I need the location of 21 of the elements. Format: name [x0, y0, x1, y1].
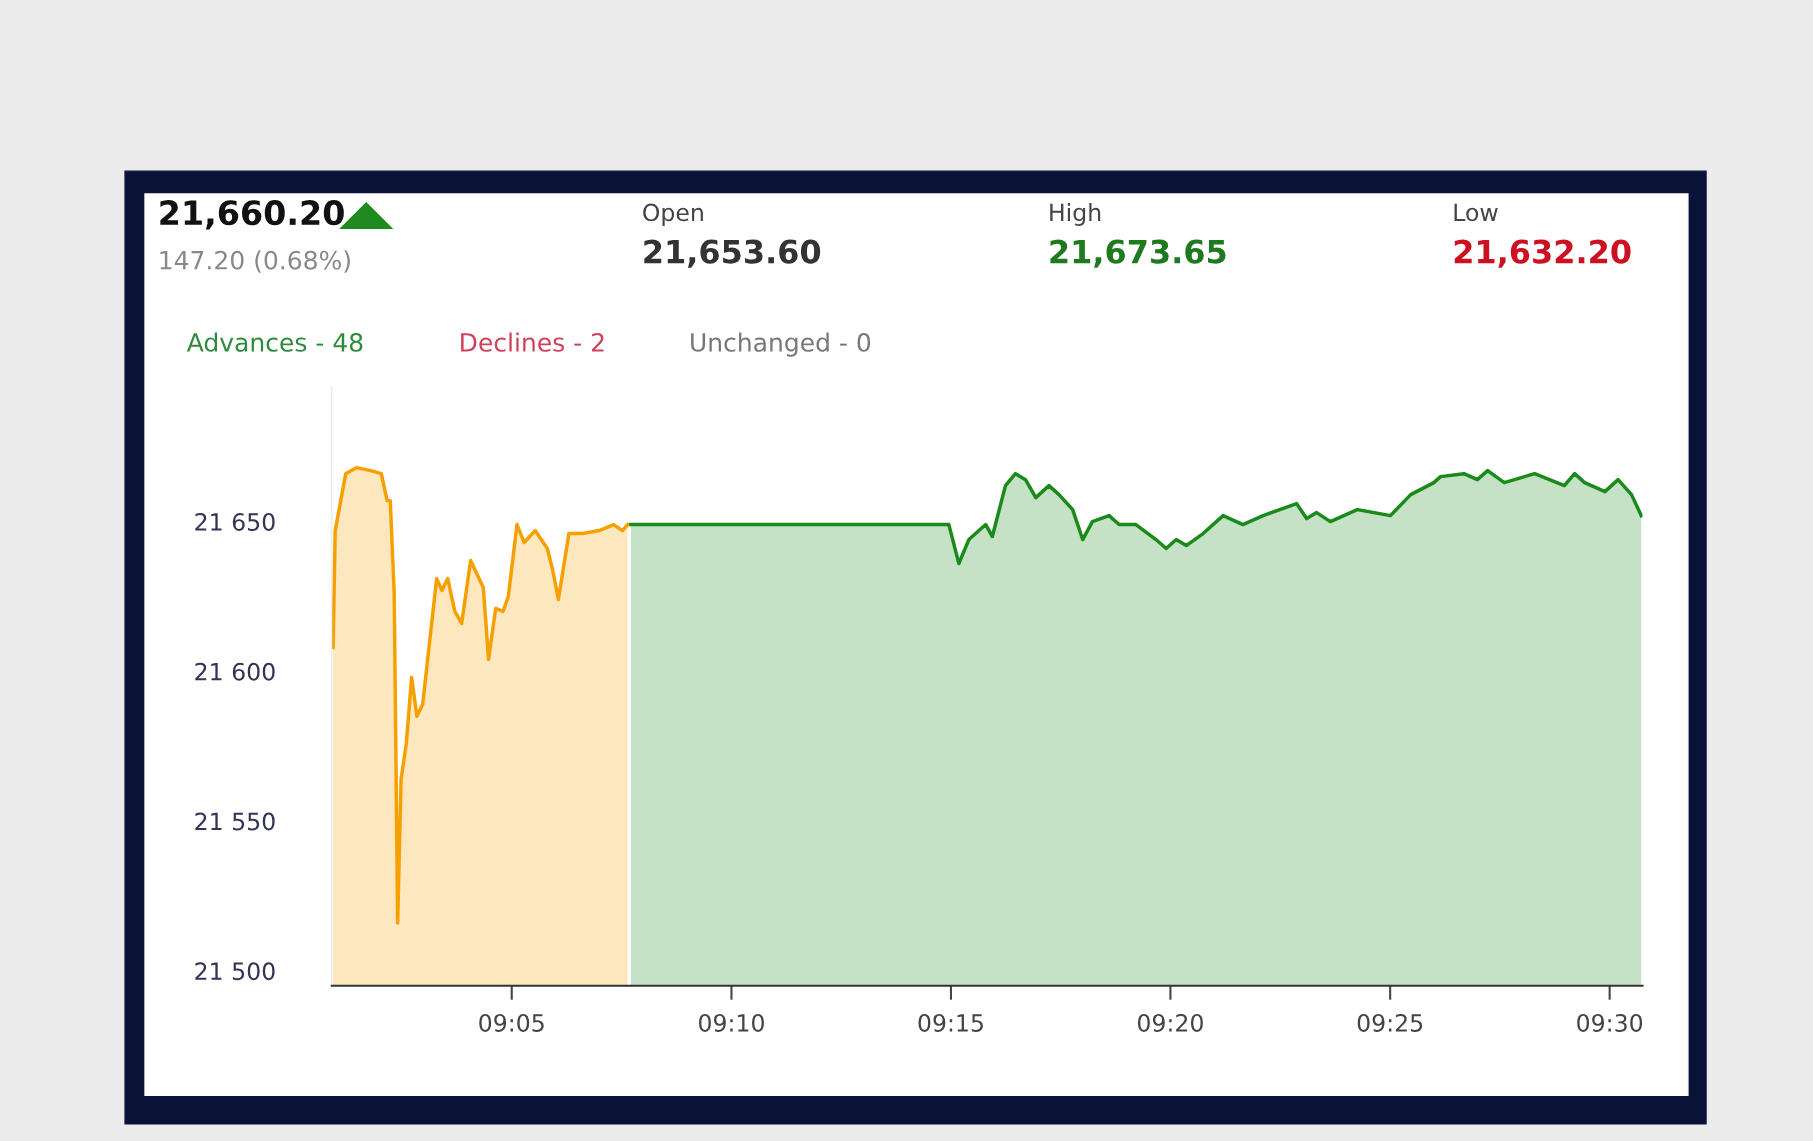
y-tick-label: 21 600 — [195, 662, 275, 681]
y-tick-label: 21 550 — [195, 812, 275, 831]
x-tick-label: 09:10 — [699, 1014, 764, 1032]
text: Declines - 2 — [461, 332, 604, 352]
chart-title: 21,660.20 — [160, 200, 344, 230]
x-tick-label: 09:25 — [1357, 1014, 1423, 1032]
text: 21,653.60 — [644, 239, 821, 268]
x-tick-label: 09:30 — [1577, 1014, 1643, 1032]
text: High — [1050, 203, 1101, 226]
y-tick-label: 21 500 — [195, 962, 275, 981]
text: Low — [1454, 203, 1498, 222]
text: Open — [643, 203, 703, 226]
text: Unchanged - 0 — [691, 332, 871, 357]
y-tick-label: 21 650 — [195, 513, 275, 531]
text: 21,632.20 — [1454, 239, 1631, 268]
chart-subtitle: 147.20 (0.68%) — [160, 250, 350, 273]
x-tick-label: 09:05 — [479, 1014, 544, 1032]
x-tick-label: 09:20 — [1137, 1014, 1203, 1032]
text: Advances - 48 — [186, 332, 363, 352]
text: 21,673.65 — [1050, 239, 1226, 268]
x-tick-label: 09:15 — [918, 1014, 983, 1032]
